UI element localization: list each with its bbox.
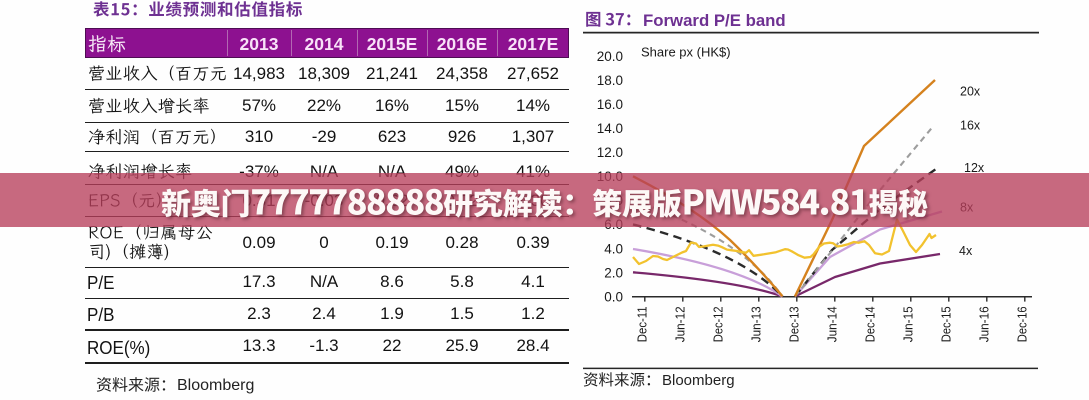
svg-text:Dec-16: Dec-16	[1015, 306, 1030, 342]
svg-text:12.0: 12.0	[597, 145, 623, 160]
svg-text:Jun-14: Jun-14	[825, 306, 840, 342]
svg-text:12x: 12x	[964, 161, 985, 175]
svg-text:Jun-15: Jun-15	[901, 306, 916, 342]
svg-text:4x: 4x	[959, 244, 973, 258]
svg-text:Jun-12: Jun-12	[673, 306, 688, 342]
svg-text:Share px (HK$): Share px (HK$)	[641, 45, 731, 60]
svg-text:2.0: 2.0	[604, 265, 623, 280]
svg-text:Dec-14: Dec-14	[863, 306, 878, 342]
svg-text:Jun-13: Jun-13	[749, 306, 764, 342]
svg-text:20x: 20x	[960, 85, 981, 99]
svg-text:Dec-15: Dec-15	[939, 306, 954, 342]
svg-text:4.0: 4.0	[604, 241, 623, 256]
svg-text:Dec-12: Dec-12	[711, 306, 726, 342]
svg-text:Jun-16: Jun-16	[977, 306, 992, 342]
svg-text:0.0: 0.0	[604, 289, 623, 304]
svg-text:16x: 16x	[960, 119, 981, 133]
svg-text:16.0: 16.0	[597, 97, 623, 112]
svg-text:20.0: 20.0	[597, 49, 623, 64]
svg-text:Dec-13: Dec-13	[787, 306, 802, 342]
svg-text:Dec-11: Dec-11	[635, 306, 650, 342]
svg-text:18.0: 18.0	[597, 73, 623, 88]
svg-text:14.0: 14.0	[597, 121, 623, 136]
